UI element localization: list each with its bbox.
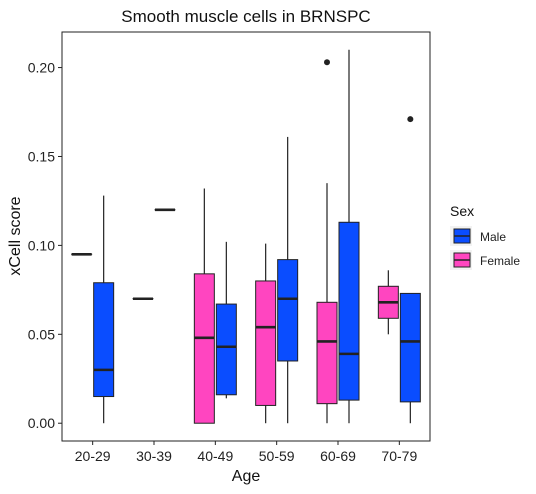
legend: Sex Male Female — [450, 203, 520, 270]
x-tick-label: 60-69 — [320, 448, 356, 464]
x-tick-label: 40-49 — [197, 448, 233, 464]
x-tick-label: 30-39 — [136, 448, 172, 464]
y-tick-label: 0.10 — [28, 237, 55, 253]
y-axis: 0.00 0.05 0.10 0.15 0.20 — [28, 60, 62, 432]
box-iqr — [278, 260, 298, 361]
y-axis-label: xCell score — [7, 196, 24, 275]
y-tick-label: 0.00 — [28, 415, 55, 431]
x-tick-label: 50-59 — [259, 448, 295, 464]
x-axis-label: Age — [232, 468, 261, 485]
chart-title: Smooth muscle cells in BRNSPC — [121, 7, 370, 26]
legend-title: Sex — [450, 203, 474, 219]
y-tick-label: 0.15 — [28, 148, 55, 164]
x-tick-label: 70-79 — [381, 448, 417, 464]
plot-panel — [62, 32, 430, 441]
outlier-point — [324, 59, 330, 65]
box-iqr — [339, 222, 359, 400]
x-axis: 20-29 30-39 40-49 50-59 60-69 70-79 — [75, 441, 418, 464]
outlier-point — [407, 116, 413, 122]
y-tick-label: 0.20 — [28, 60, 55, 76]
box-iqr — [400, 293, 420, 401]
box-iqr — [216, 304, 236, 395]
x-tick-label: 20-29 — [75, 448, 111, 464]
box-iqr — [94, 283, 114, 397]
legend-label-female: Female — [480, 254, 520, 268]
box-iqr — [194, 274, 214, 423]
y-tick-label: 0.05 — [28, 326, 55, 342]
box-iqr — [317, 302, 337, 403]
box-iqr — [256, 281, 276, 405]
legend-label-male: Male — [480, 230, 506, 244]
